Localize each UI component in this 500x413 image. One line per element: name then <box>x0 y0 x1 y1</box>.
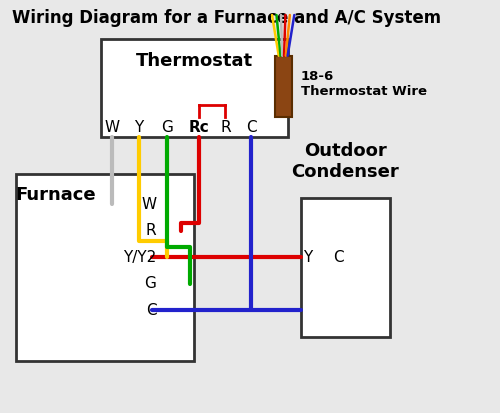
Text: C: C <box>246 119 256 135</box>
Text: Y/Y2: Y/Y2 <box>123 250 156 265</box>
Bar <box>16 174 194 361</box>
Text: R: R <box>220 119 230 135</box>
Text: Thermostat: Thermostat <box>136 52 252 70</box>
Bar <box>100 40 288 137</box>
Text: Rc: Rc <box>188 119 209 135</box>
Text: Outdoor
Condenser: Outdoor Condenser <box>292 142 400 181</box>
Text: Y: Y <box>303 250 312 265</box>
Text: Wiring Diagram for a Furnace and A/C System: Wiring Diagram for a Furnace and A/C Sys… <box>12 9 441 27</box>
Bar <box>301 198 390 337</box>
Text: G: G <box>144 276 156 292</box>
Text: W: W <box>104 119 120 135</box>
Text: R: R <box>146 223 156 238</box>
Text: G: G <box>160 119 172 135</box>
Text: 18-6
Thermostat Wire: 18-6 Thermostat Wire <box>301 70 427 98</box>
Bar <box>274 56 291 117</box>
Text: W: W <box>141 197 156 212</box>
Text: C: C <box>334 250 344 265</box>
Text: Y: Y <box>134 119 143 135</box>
Text: C: C <box>146 303 156 318</box>
Text: Furnace: Furnace <box>16 186 96 204</box>
